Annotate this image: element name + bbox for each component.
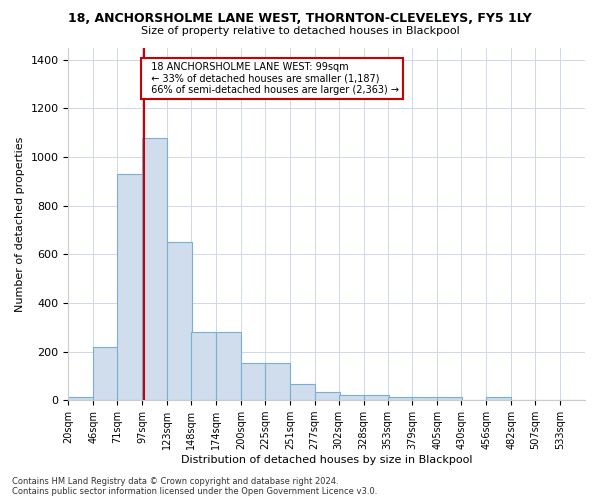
Bar <box>388 398 412 400</box>
Bar <box>364 395 389 400</box>
Text: 18 ANCHORSHOLME LANE WEST: 99sqm
  ← 33% of detached houses are smaller (1,187)
: 18 ANCHORSHOLME LANE WEST: 99sqm ← 33% o… <box>145 62 399 96</box>
Y-axis label: Number of detached properties: Number of detached properties <box>15 136 25 312</box>
Bar <box>437 398 463 400</box>
Text: Size of property relative to detached houses in Blackpool: Size of property relative to detached ho… <box>140 26 460 36</box>
Bar <box>216 332 241 400</box>
Bar <box>94 346 118 400</box>
Bar <box>486 398 511 400</box>
Bar <box>142 138 167 400</box>
Bar <box>241 362 266 400</box>
Bar <box>265 362 290 400</box>
Bar <box>338 395 364 400</box>
Bar <box>68 396 94 400</box>
X-axis label: Distribution of detached houses by size in Blackpool: Distribution of detached houses by size … <box>181 455 472 465</box>
Bar <box>191 332 216 400</box>
Text: 18, ANCHORSHOLME LANE WEST, THORNTON-CLEVELEYS, FY5 1LY: 18, ANCHORSHOLME LANE WEST, THORNTON-CLE… <box>68 12 532 26</box>
Bar <box>117 174 142 400</box>
Bar <box>412 398 437 400</box>
Bar <box>167 242 192 400</box>
Text: Contains HM Land Registry data © Crown copyright and database right 2024.
Contai: Contains HM Land Registry data © Crown c… <box>12 476 377 496</box>
Bar <box>290 384 315 400</box>
Bar <box>315 392 340 400</box>
